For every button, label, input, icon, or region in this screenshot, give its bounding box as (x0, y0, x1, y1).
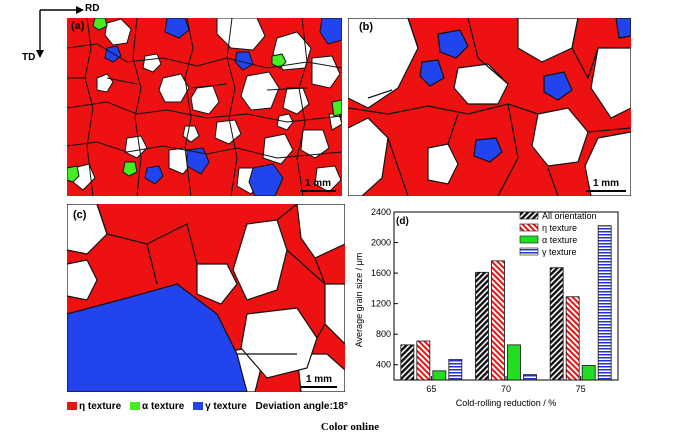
legend-eta: η texture (67, 401, 121, 412)
bar-75-2 (581, 365, 596, 381)
y-tick-label: 800 (376, 329, 391, 339)
scale-bar-a-text: 1 mm (304, 178, 332, 189)
panel-a-label: (a) (71, 20, 85, 32)
x-tick-label: 70 (501, 384, 511, 394)
alpha-swatch (130, 402, 141, 410)
chart-y-axis-title: Average grain size / μm (354, 253, 364, 348)
figure-caption: Color online (320, 421, 380, 433)
scale-bar-a: 1 mm (300, 178, 336, 192)
legend-gamma: γ texture (193, 401, 247, 412)
legend-label-2: α texture (542, 235, 577, 245)
scale-bar-c: 1 mm (301, 374, 337, 388)
legend-label-3: γ texture (542, 247, 577, 257)
bar-75-1 (565, 296, 580, 381)
chart-x-axis-title: Cold-rolling reduction / % (456, 398, 557, 408)
y-tick-label: 1600 (371, 268, 391, 278)
legend-swatch-0 (519, 211, 539, 220)
bar-75-3 (597, 225, 612, 381)
legend-alpha: α texture (130, 401, 184, 412)
scale-bar-b-text: 1 mm (592, 178, 620, 189)
bar-70-0 (475, 271, 489, 381)
legend-swatch-3 (519, 247, 539, 256)
bar-70-3 (523, 374, 537, 381)
x-tick-label: 65 (426, 384, 436, 394)
chart-panel-label: (d) (396, 216, 409, 227)
scale-bar-b: 1 mm (586, 178, 626, 192)
td-label: TD (22, 52, 36, 63)
legend-swatch-2 (519, 235, 539, 244)
bar-70-1 (491, 260, 505, 381)
y-tick-label: 2400 (371, 207, 391, 217)
legend-deviation-angle: Deviation angle:18° (255, 401, 348, 412)
ebsd-map-a: (a) 1 mm (67, 18, 342, 196)
texture-legend: η texture α texture γ texture Deviation … (67, 401, 367, 415)
x-tick-label: 75 (576, 384, 586, 394)
y-tick-label: 2000 (371, 238, 391, 248)
legend-label-0: All orientation (542, 211, 597, 221)
ebsd-map-c: (c) 1 mm (67, 204, 345, 392)
gamma-swatch (193, 402, 204, 410)
bar-65-0 (400, 344, 415, 381)
rd-label: RD (85, 3, 100, 14)
bar-65-2 (432, 370, 447, 381)
legend-swatch-1 (519, 223, 539, 232)
scale-bar-c-text: 1 mm (305, 374, 333, 385)
y-tick-label: 1200 (371, 299, 391, 309)
y-tick-label: 400 (376, 360, 391, 370)
panel-b-label: (b) (359, 21, 374, 33)
bar-65-3 (448, 358, 463, 381)
legend-label-1: η texture (542, 223, 577, 233)
bar-75-0 (549, 267, 564, 381)
grain-size-bar-chart: 400 800 1200 1600 2000 2400 65 70 75 All orienta… (354, 207, 619, 408)
bar-65-1 (416, 340, 431, 381)
rd-td-axes (36, 6, 84, 58)
panel-c-label: (c) (73, 209, 87, 221)
bar-70-2 (507, 344, 521, 381)
ebsd-map-b: (b) 1 mm (348, 18, 631, 196)
eta-swatch (67, 402, 77, 410)
